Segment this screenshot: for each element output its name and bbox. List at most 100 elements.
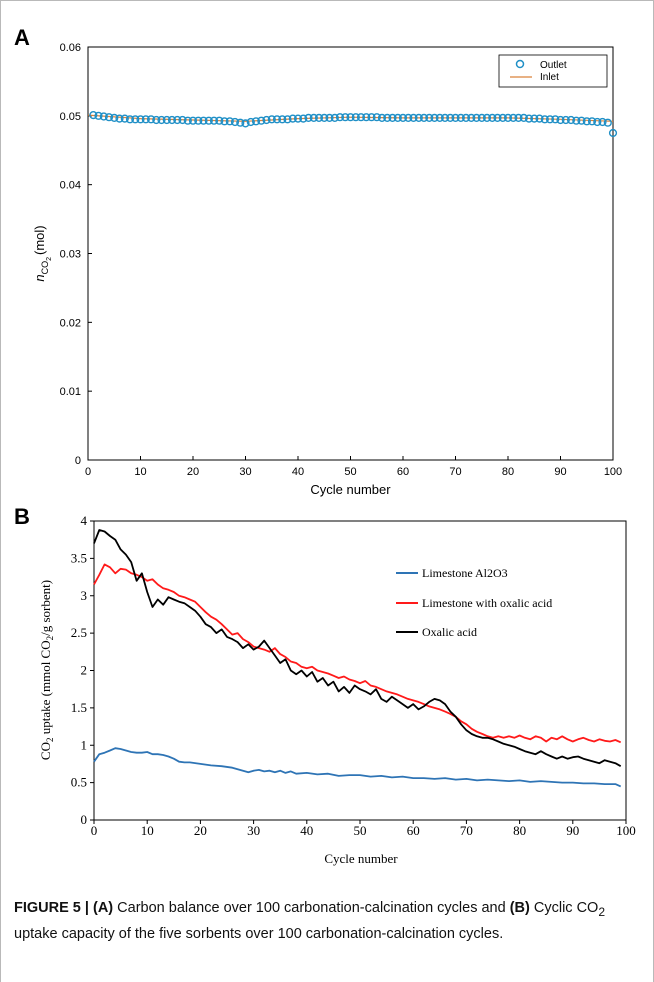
outlet-data-point — [136, 115, 145, 124]
outlet-data-point — [535, 114, 544, 123]
b-x-tick-label: 80 — [513, 823, 526, 838]
outlet-data-point — [335, 113, 345, 122]
outlet-data-point — [209, 116, 219, 125]
b-y-tick-label: 0.5 — [71, 775, 87, 790]
outlet-data-point — [446, 113, 455, 123]
a-y-tick-label: 0.05 — [60, 111, 81, 123]
figure-border-left — [0, 0, 1, 982]
outlet-data-point — [241, 119, 250, 128]
outlet-data-point — [94, 111, 103, 120]
series-line-limestone-al2o3 — [93, 747, 622, 788]
outlet-data-point — [220, 117, 229, 126]
a-x-tick-label: 100 — [604, 466, 622, 478]
a-y-tick-label: 0 — [75, 455, 81, 467]
outlet-data-point — [419, 113, 429, 123]
b-x-tick-label: 10 — [141, 823, 154, 838]
outlet-data-point — [230, 117, 240, 127]
b-y-tick-label: 3.5 — [71, 550, 87, 565]
outlet-data-point — [199, 116, 208, 125]
outlet-data-point — [488, 113, 497, 123]
outlet-data-point — [162, 115, 171, 125]
a-x-tick-label: 20 — [187, 466, 199, 478]
a-y-tick-label: 0.01 — [60, 386, 81, 398]
outlet-data-point — [367, 113, 376, 122]
outlet-data-point — [519, 113, 528, 123]
outlet-data-point — [414, 113, 423, 123]
outlet-data-point — [141, 115, 150, 124]
outlet-data-point — [509, 113, 518, 123]
outlet-data-point — [325, 113, 334, 123]
outlet-data-point — [320, 113, 329, 123]
outlet-data-point — [587, 117, 597, 126]
panel-a-letter: A — [14, 25, 30, 50]
a-y-tick-label: 0.02 — [60, 317, 81, 329]
a-x-tick-label: 0 — [85, 466, 91, 478]
outlet-data-point — [598, 117, 607, 127]
outlet-data-point — [456, 113, 465, 123]
a-y-tick-label: 0.04 — [60, 180, 81, 192]
a-x-tick-label: 80 — [502, 466, 514, 478]
outlet-data-point — [267, 115, 276, 124]
outlet-data-point — [440, 113, 450, 123]
panel-a-chart: A 0 10 20 30 40 50 60 70 80 90 100 0 0.01 0.02 0.03 0.… — [14, 25, 622, 497]
outlet-data-point — [309, 113, 318, 123]
b-y-tick-label: 1.5 — [71, 700, 87, 715]
outlet-data-point — [236, 118, 245, 127]
outlet-data-point — [409, 113, 418, 123]
outlet-data-point — [299, 114, 308, 123]
a-x-tick-label: 30 — [239, 466, 251, 478]
outlet-data-point — [388, 113, 397, 123]
outlet-data-point — [514, 113, 523, 123]
outlet-data-point — [498, 113, 507, 123]
outlet-data-point — [125, 115, 135, 124]
b-y-tick-label: 2.5 — [71, 625, 87, 640]
caption-subscript-2: 2 — [598, 904, 606, 919]
legend-outlet-marker — [515, 59, 525, 69]
panel-b-y-axis-label: CO2 uptake (mmol CO2/g sorbent) — [38, 580, 55, 760]
panel-a-y-axis-label: nCO2(mol) — [32, 225, 53, 281]
outlet-data-point — [530, 114, 539, 123]
figure-canvas: A 0 10 20 30 40 50 60 70 80 90 100 00.010.020.030.… — [14, 25, 636, 866]
outlet-data-point — [194, 116, 203, 125]
outlet-data-point — [167, 115, 177, 125]
b-y-tick-label: 0 — [81, 812, 88, 827]
outlet-data-point — [351, 113, 360, 122]
legend-limestone-al2o3-label: Limestone Al2O3 — [422, 566, 508, 580]
b-x-tick-label: 20 — [194, 823, 207, 838]
outlet-data-point — [372, 113, 381, 122]
b-x-tick-label: 30 — [247, 823, 260, 838]
outlet-data-point — [262, 115, 271, 125]
outlet-data-point — [278, 115, 287, 124]
a-x-tick-label: 50 — [344, 466, 356, 478]
outlet-data-point — [545, 115, 555, 124]
a-x-tick-label: 90 — [554, 466, 566, 478]
outlet-data-point — [435, 113, 444, 123]
a-x-tick-label: 60 — [397, 466, 409, 478]
b-x-tick-label: 90 — [566, 823, 579, 838]
outlet-data-point — [146, 115, 156, 124]
series-line-limestone-with-oxalic-acid — [93, 563, 622, 744]
b-y-tick-label: 4 — [81, 513, 88, 528]
outlet-data-point — [561, 115, 570, 125]
caption-text-b1: Cyclic CO — [529, 900, 599, 916]
outlet-data-point — [178, 115, 187, 125]
outlet-data-point — [173, 115, 182, 125]
outlet-data-point — [204, 116, 213, 125]
outlet-data-point — [304, 113, 313, 123]
outlet-data-point — [362, 113, 371, 122]
caption-figure-label: FIGURE 5 | — [14, 900, 93, 916]
outlet-data-point — [283, 115, 292, 124]
outlet-data-point — [566, 115, 576, 125]
outlet-data-point — [467, 113, 476, 123]
outlet-data-point — [472, 113, 481, 123]
outlet-data-point — [110, 113, 119, 123]
outlet-data-point — [551, 115, 560, 124]
outlet-data-point — [356, 113, 366, 122]
outlet-data-point — [314, 113, 324, 123]
outlet-data-point — [451, 113, 460, 123]
b-y-tick-label: 3 — [81, 588, 88, 603]
outlet-data-point — [582, 117, 591, 126]
outlet-data-point — [288, 114, 297, 123]
outlet-data-point — [341, 113, 350, 122]
figure-border-top — [0, 0, 654, 1]
